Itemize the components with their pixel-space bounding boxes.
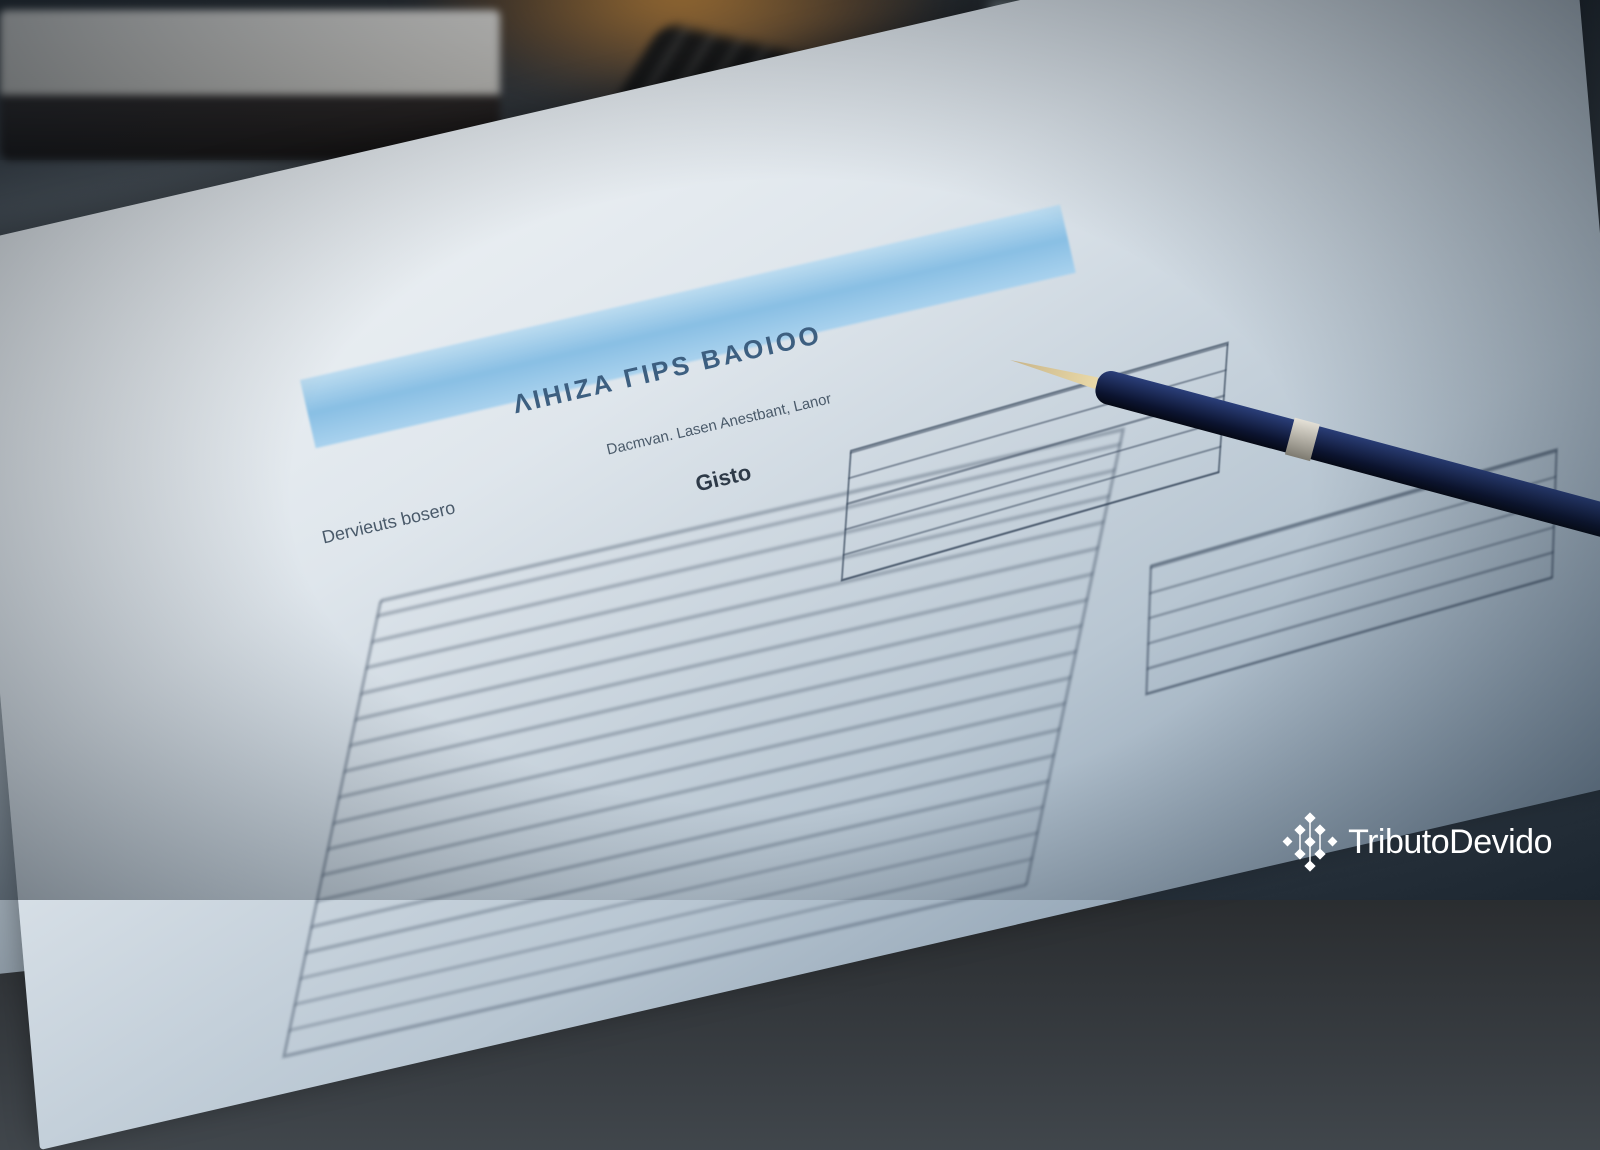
vignette: [0, 0, 1600, 900]
watermark-logo: TributoDevido: [1280, 812, 1552, 872]
watermark-text: TributoDevido: [1348, 822, 1552, 861]
diamond-cluster-icon: [1282, 812, 1338, 872]
